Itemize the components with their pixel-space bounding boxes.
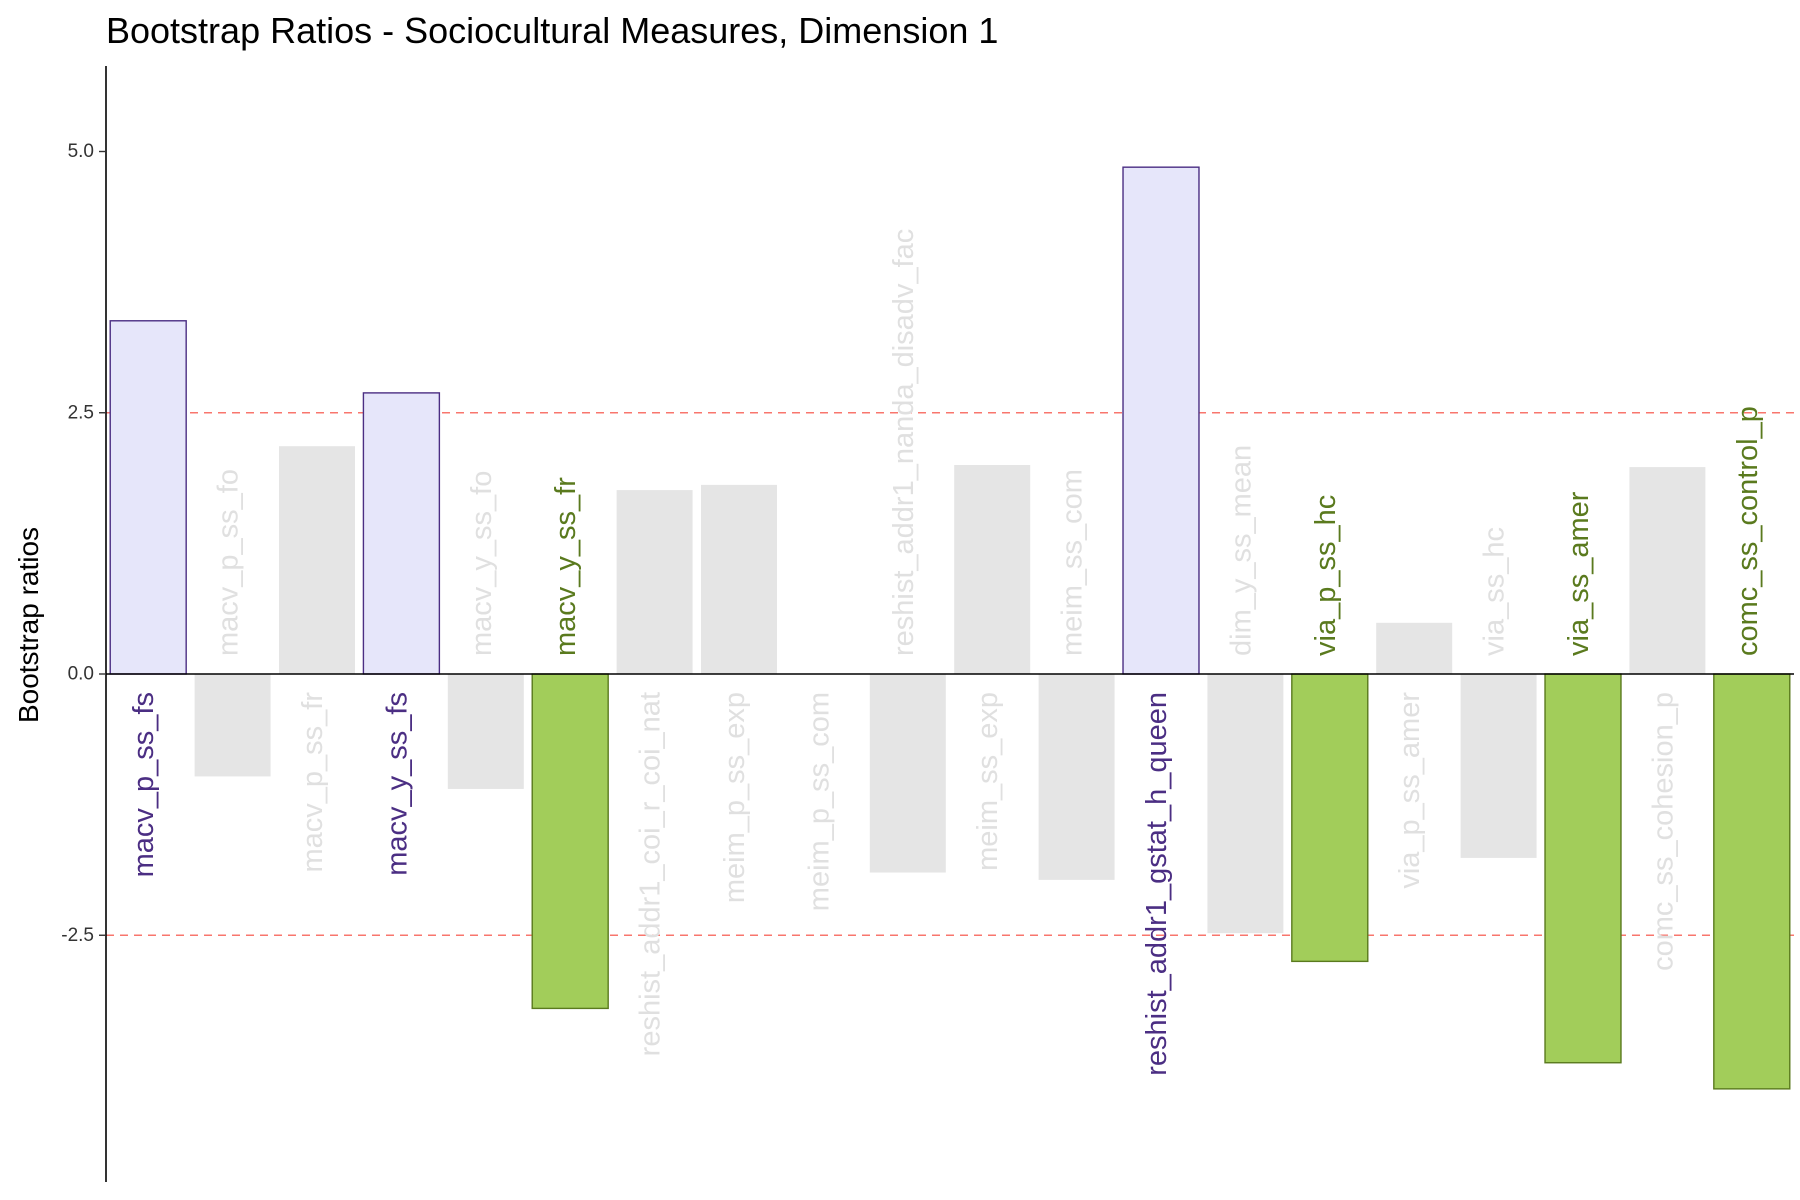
bar-via_ss_hc: [1460, 674, 1537, 858]
bar-meim_p_ss_exp: [701, 484, 777, 674]
bar-reshist_addr1_coi_r_coi_nat: [616, 490, 693, 674]
axes: [105, 66, 1794, 1182]
bar-via_ss_amer: [1544, 673, 1622, 1064]
bar-meim_ss_com: [1038, 674, 1115, 880]
bar-dim_y_ss_mean: [1207, 674, 1284, 934]
bar-label-reshist_addr1_nanda_disadv_fac: reshist_addr1_nanda_disadv_fac: [888, 229, 920, 656]
bar-macv_p_ss_fo: [194, 674, 271, 777]
bar-meim_ss_exp: [954, 465, 1031, 674]
bar-label-reshist_addr1_coi_r_coi_nat: reshist_addr1_coi_r_coi_nat: [635, 692, 667, 1056]
bar-label-meim_p_ss_exp: meim_p_ss_exp: [719, 692, 751, 903]
bar-macv_p_ss_fs: [109, 320, 187, 675]
bar-label-via_p_ss_hc: via_p_ss_hc: [1310, 495, 1342, 656]
bar-label-via_ss_hc: via_ss_hc: [1479, 527, 1511, 656]
bar-label-reshist_addr1_gstat_h_queen: reshist_addr1_gstat_h_queen: [1141, 692, 1173, 1076]
bar-label-macv_y_ss_fs: macv_y_ss_fs: [381, 692, 413, 876]
bar-reshist_addr1_gstat_h_queen: [1122, 166, 1200, 675]
bar-via_p_ss_amer: [1376, 622, 1453, 674]
y-tick-label: -2.5: [61, 925, 94, 946]
bar-labels: macv_p_ss_fs macv_p_ss_fo macv_p_ss_fr macv…: [128, 229, 1764, 1076]
bar-label-meim_p_ss_com: meim_p_ss_com: [803, 692, 835, 911]
bar-label-macv_y_ss_fo: macv_y_ss_fo: [466, 471, 498, 656]
bar-label-comc_ss_cohesion_p: comc_ss_cohesion_p: [1647, 692, 1679, 971]
bar-label-via_ss_amer: via_ss_amer: [1563, 491, 1595, 656]
bar-comc_ss_cohesion_p: [1629, 467, 1706, 674]
y-ticks: 5.0 2.5 0.0 -2.5: [61, 141, 106, 946]
y-tick-label: 0.0: [68, 664, 94, 685]
y-tick-label: 5.0: [68, 141, 94, 162]
bars: [109, 166, 1791, 1090]
bar-via_p_ss_hc: [1291, 673, 1369, 963]
bar-label-dim_y_ss_mean: dim_y_ss_mean: [1225, 445, 1257, 656]
bar-label-comc_ss_control_p: comc_ss_control_p: [1732, 406, 1764, 656]
bar-label-macv_y_ss_fr: macv_y_ss_fr: [550, 477, 582, 656]
chart-title: Bootstrap Ratios - Sociocultural Measure…: [106, 10, 999, 51]
bar-macv_y_ss_fs: [362, 392, 441, 675]
bar-label-macv_p_ss_fo: macv_p_ss_fo: [213, 469, 245, 656]
bar-label-meim_ss_exp: meim_ss_exp: [972, 692, 1004, 871]
bar-reshist_addr1_nanda_disadv_fac: [869, 674, 946, 873]
bar-label-macv_p_ss_fr: macv_p_ss_fr: [297, 692, 329, 873]
y-axis-label: Bootstrap ratios: [13, 527, 44, 723]
y-tick-label: 2.5: [68, 402, 94, 423]
bar-macv_y_ss_fo: [447, 674, 524, 789]
bar-label-via_p_ss_amer: via_p_ss_amer: [1394, 692, 1426, 889]
bar-label-meim_ss_com: meim_ss_com: [1057, 469, 1089, 656]
bar-macv_y_ss_fr: [531, 673, 609, 1010]
bar-label-macv_p_ss_fs: macv_p_ss_fs: [128, 692, 160, 877]
bar-macv_p_ss_fr: [279, 446, 355, 674]
bar-comc_ss_control_p: [1713, 673, 1791, 1090]
